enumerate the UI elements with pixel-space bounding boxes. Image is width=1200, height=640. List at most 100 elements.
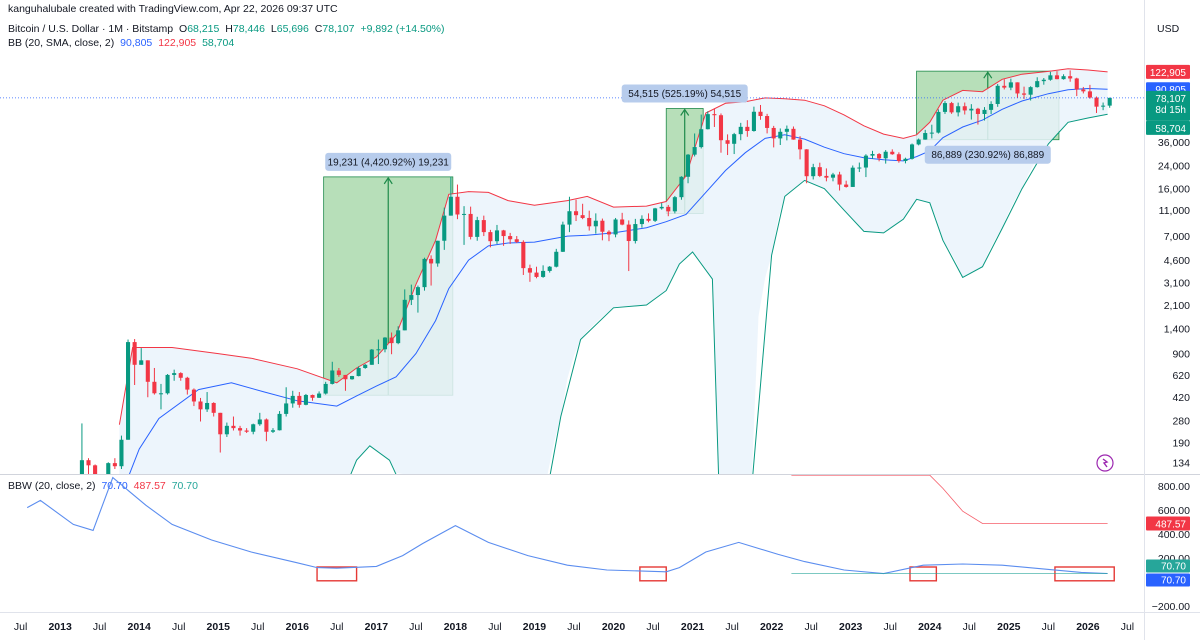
price-tick-label: 1,400	[1164, 323, 1190, 335]
candle-body	[178, 373, 183, 378]
candle	[198, 397, 203, 422]
candle	[679, 176, 684, 200]
candle-body	[139, 360, 144, 365]
candle-body	[462, 213, 467, 215]
candle	[1068, 70, 1073, 82]
candle-body	[1101, 105, 1106, 107]
candle	[844, 180, 849, 188]
candle-body	[989, 103, 994, 110]
candle-body	[534, 272, 539, 277]
bb-label[interactable]: BB (20, SMA, close, 2)	[8, 37, 115, 49]
candle	[158, 383, 164, 410]
time-tick-label: 2021	[681, 621, 705, 633]
candle	[323, 381, 328, 395]
candle	[132, 339, 137, 386]
time-tick-label: Jul	[1121, 621, 1134, 633]
time-tick-label: Jul	[251, 621, 264, 633]
candle-body	[870, 154, 875, 156]
candle-body	[172, 373, 177, 375]
candle	[1028, 86, 1033, 101]
candle	[718, 113, 724, 153]
candle	[606, 230, 612, 242]
time-tick-label: 2026	[1076, 621, 1100, 633]
candle-body	[830, 174, 836, 178]
candle-body	[1002, 85, 1007, 88]
candle	[705, 111, 710, 130]
candle-body	[297, 395, 302, 405]
candle	[824, 168, 829, 182]
price-tag-basis: 90,805	[1155, 85, 1186, 96]
candle	[857, 162, 862, 173]
price-tick-label: 24,000	[1158, 160, 1190, 172]
candle-body	[877, 154, 882, 159]
candle-body	[653, 208, 658, 221]
candle-body	[198, 401, 203, 410]
candle-body	[560, 224, 565, 252]
candle-body	[251, 424, 256, 432]
candle	[343, 374, 348, 391]
candle-body	[152, 381, 157, 394]
price-tick-label: 420	[1172, 392, 1190, 404]
candle	[448, 176, 453, 216]
measure-label-3: 86,889 (230.92%) 86,889	[931, 150, 1044, 161]
candle	[956, 102, 961, 117]
candle	[93, 464, 98, 474]
candle-body	[824, 175, 829, 178]
candle-body	[323, 383, 328, 394]
time-tick-label: Jul	[804, 621, 817, 633]
candle-body	[771, 127, 776, 139]
candle-body	[718, 115, 724, 141]
time-tick-label: 2019	[523, 621, 547, 633]
logo-icon[interactable]	[1096, 454, 1114, 472]
candle	[1002, 79, 1007, 90]
candle	[554, 248, 559, 268]
candle-body	[330, 370, 335, 384]
candle-body	[883, 151, 888, 159]
bb-legend[interactable]: BB (20, SMA, close, 2) 90,805 122,905 58…	[8, 37, 237, 50]
bbw-legend[interactable]: BBW (20, close, 2) 70.70 487.57 70.70	[8, 480, 201, 493]
candle-body	[982, 109, 987, 114]
time-tick-label: Jul	[330, 621, 343, 633]
candle-body	[1107, 97, 1112, 106]
candle-body	[350, 376, 355, 380]
measure-box-1	[323, 176, 454, 396]
bb-basis-value: 90,805	[120, 37, 153, 49]
candle	[910, 143, 915, 160]
candle-body	[916, 139, 921, 145]
candle	[745, 120, 750, 137]
candle-body	[541, 270, 546, 277]
candle	[172, 369, 177, 381]
bbw-tick-label: 600.00	[1158, 505, 1190, 517]
currency-label: USD	[1157, 23, 1180, 35]
symbol-legend[interactable]: Bitcoin / U.S. Dollar · 1M · Bitstamp O6…	[8, 23, 448, 36]
bbw-label[interactable]: BBW (20, close, 2)	[8, 480, 96, 492]
candle	[593, 213, 598, 234]
candle-body	[600, 220, 605, 232]
candle	[317, 391, 322, 398]
candle	[1035, 77, 1040, 88]
candle	[67, 545, 71, 575]
candle	[231, 416, 236, 431]
bbw-tag-b: 70.70	[1161, 576, 1186, 587]
candle	[126, 339, 131, 440]
bb-upper-line	[118, 68, 1108, 425]
candle	[112, 458, 117, 470]
candle	[119, 435, 124, 470]
candle-body	[488, 232, 493, 242]
candle-body	[290, 395, 295, 404]
candle-body	[580, 215, 585, 218]
symbol-title[interactable]: Bitcoin / U.S. Dollar · 1M · Bitstamp	[8, 23, 174, 35]
low-label: L	[270, 23, 277, 35]
candle	[936, 109, 941, 134]
bollinger-band-fill	[119, 68, 1108, 474]
candle	[699, 114, 704, 149]
candle	[758, 104, 763, 120]
candle-body	[112, 463, 117, 467]
measure-label-2: 54,515 (525.19%) 54,515	[628, 89, 741, 100]
candle	[765, 113, 770, 134]
time-tick-label: 2024	[918, 621, 942, 633]
candle-body	[692, 147, 697, 155]
candle	[877, 153, 882, 162]
price-tag-lower-bg	[1146, 120, 1190, 135]
